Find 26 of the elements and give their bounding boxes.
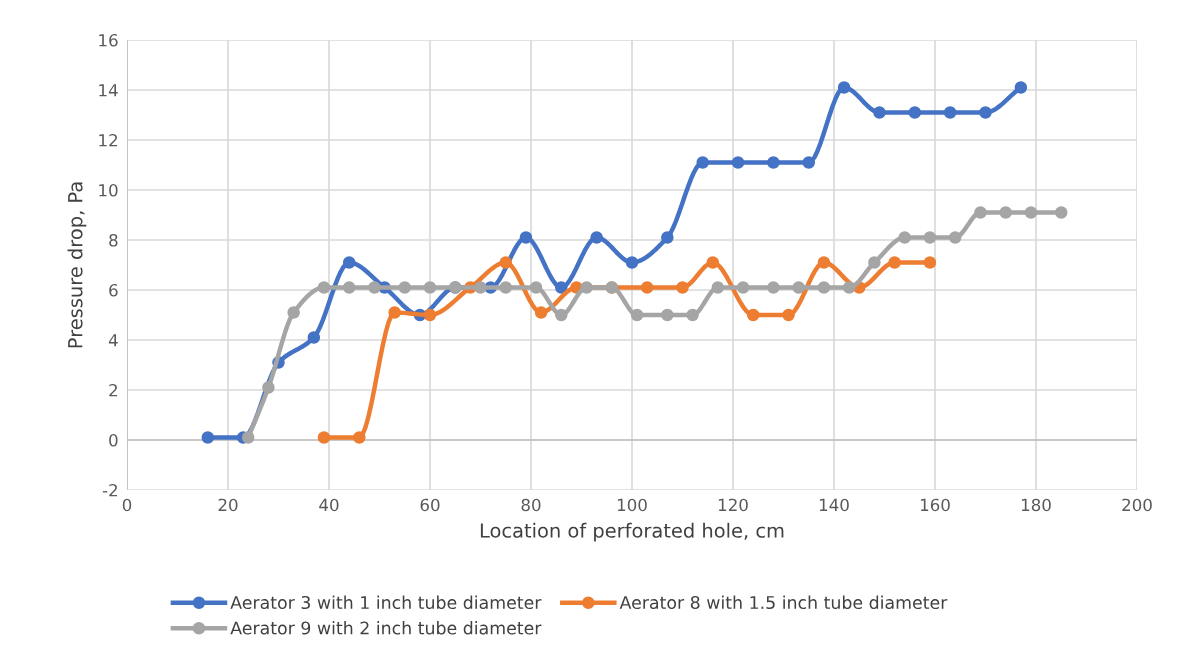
x-tick-label: 140 (819, 498, 849, 512)
y-tick-label: 8 (109, 233, 118, 247)
y-tick-label: 16 (99, 33, 118, 47)
y-tick-label: -2 (102, 483, 117, 497)
legend-label: Aerator 8 with 1.5 inch tube diameter (619, 595, 948, 610)
legend-label: Aerator 9 with 2 inch tube diameter (230, 621, 542, 635)
y-tick-label: 6 (109, 283, 118, 297)
x-axis-title: Location of perforated hole, cm (480, 522, 784, 542)
y-axis-title: Pressure drop, Pa (67, 182, 87, 348)
x-tick-label: 100 (617, 498, 647, 512)
x-tick-label: 200 (1122, 498, 1152, 512)
y-tick-label: 2 (109, 383, 117, 397)
x-tick-label: 40 (319, 498, 339, 512)
x-tick-label: 80 (521, 498, 541, 512)
y-tick-label: 0 (109, 433, 118, 447)
y-tick-label: 14 (99, 84, 118, 97)
x-tick-label: 160 (920, 498, 950, 512)
legend-label: Aerator 3 with 1 inch tube diameter (230, 595, 542, 610)
x-tick-label: 120 (718, 498, 748, 512)
x-tick-label: 180 (1021, 498, 1051, 512)
y-tick-label: 12 (99, 133, 117, 147)
x-tick-label: 0 (122, 498, 132, 512)
x-tick-label: 20 (218, 498, 238, 512)
y-tick-label: 4 (108, 334, 118, 347)
y-tick-label: 10 (99, 183, 118, 197)
x-tick-label: 60 (420, 498, 440, 512)
